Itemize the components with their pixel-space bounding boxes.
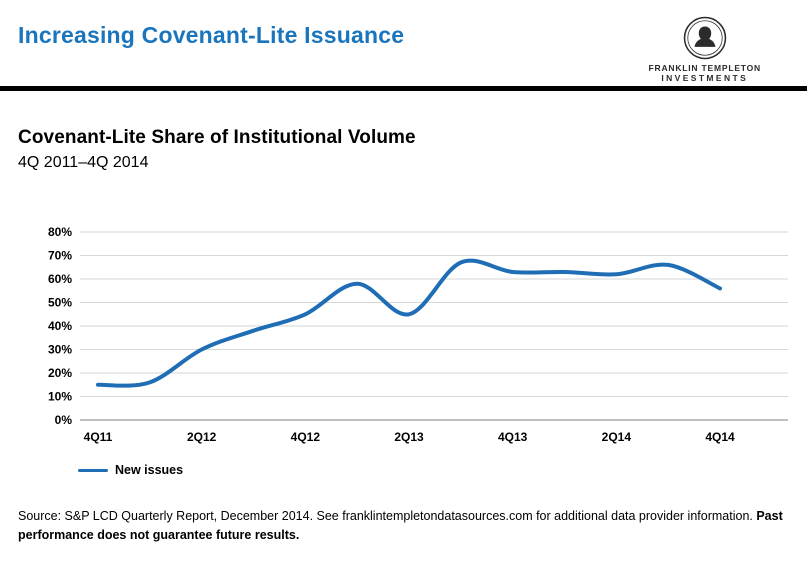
- y-tick-label: 80%: [48, 225, 72, 239]
- legend-line-swatch: [78, 468, 108, 472]
- y-tick-label: 50%: [48, 296, 72, 310]
- source-note: Source: S&P LCD Quarterly Report, Decemb…: [18, 507, 789, 545]
- chart-subtitle: 4Q 2011–4Q 2014: [18, 154, 149, 171]
- x-tick-label: 4Q11: [84, 430, 113, 444]
- disclaimer-text: Past performance does not guarantee futu…: [18, 509, 783, 542]
- page-title: Increasing Covenant-Lite Issuance: [18, 22, 405, 48]
- line-chart: 0% 10% 20% 30% 40% 50% 60% 70% 80% 4Q11 2Q12 4Q12 2Q…: [48, 225, 788, 444]
- x-tick-label: 4Q12: [291, 430, 321, 444]
- header-divider: [0, 86, 807, 91]
- header: Increasing Covenant-Lite Issuance FRANKL…: [0, 0, 807, 86]
- y-tick-label: 60%: [48, 272, 72, 286]
- chart-title: Covenant-Lite Share of Institutional Vol…: [18, 127, 416, 148]
- chart-area: 0% 10% 20% 30% 40% 50% 60% 70% 80% 4Q11 2Q12 4Q12 2Q…: [14, 218, 807, 463]
- legend-label: New issues: [115, 463, 184, 477]
- logo-wordmark-line1: FRANKLIN TEMPLETON: [648, 63, 761, 73]
- source-text: Source: S&P LCD Quarterly Report, Decemb…: [18, 509, 757, 523]
- y-tick-label: 0%: [55, 413, 73, 427]
- chart-legend: New issues: [78, 463, 807, 477]
- y-tick-label: 20%: [48, 366, 72, 380]
- x-tick-label: 4Q14: [705, 430, 735, 444]
- x-tick-label: 2Q14: [602, 430, 632, 444]
- series-line-0: [96, 258, 722, 388]
- y-tick-label: 30%: [48, 343, 72, 357]
- x-tick-label: 2Q13: [394, 430, 424, 444]
- y-tick-label: 70%: [48, 249, 72, 263]
- logo-wordmark-line2: INVESTMENTS: [661, 73, 749, 83]
- x-tick-label: 2Q12: [187, 430, 217, 444]
- y-tick-label: 10%: [48, 390, 72, 404]
- franklin-templeton-logo: FRANKLIN TEMPLETON INVESTMENTS: [649, 16, 761, 83]
- x-tick-label: 4Q13: [498, 430, 528, 444]
- y-tick-label: 40%: [48, 319, 72, 333]
- franklin-portrait-icon: [683, 16, 727, 60]
